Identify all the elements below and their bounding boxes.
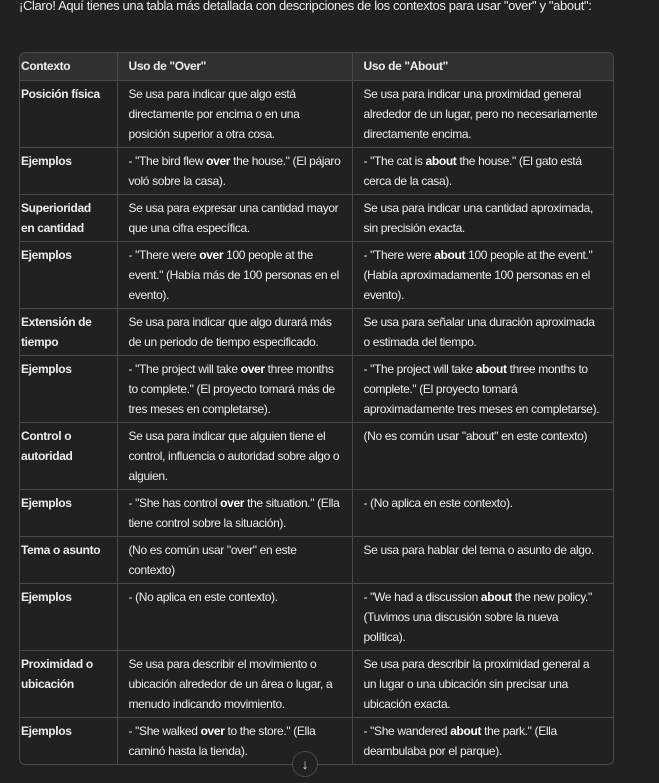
cell-about: - "There were about 100 people at the ev… (351, 241, 613, 309)
cell-about: Se usa para indicar una cantidad aproxim… (351, 194, 613, 242)
cell-over: Se usa para describir el movimiento o ub… (116, 650, 353, 718)
cell-over: Se usa para indicar que algo está direct… (116, 80, 353, 148)
cell-about: Se usa para hablar del tema o asunto de … (351, 536, 613, 584)
keyword-over: over (240, 362, 265, 376)
cell-context: Ejemplos (20, 489, 118, 537)
keyword-about: about (450, 724, 482, 738)
cell-over: Se usa para indicar que alguien tiene el… (116, 422, 353, 490)
cell-context: Ejemplos (20, 583, 118, 651)
cell-about: - "The project will take about three mon… (351, 355, 613, 423)
table-row: Ejemplos - "The project will take over th… (20, 355, 613, 423)
example-text: - "The cat is (363, 154, 426, 168)
keyword-about: about (434, 248, 466, 262)
table-row: Ejemplos - "There were over 100 people at… (20, 241, 613, 309)
example-text: - "The project will take (363, 362, 476, 376)
table-header-row: Contexto Uso de "Over" Uso de "About" (20, 53, 613, 81)
cell-context: Posición física (20, 80, 118, 148)
cell-context: Ejemplos (20, 355, 118, 423)
example-text: - "There were (128, 248, 200, 262)
cell-context: Superioridad en cantidad (20, 194, 118, 242)
cell-over: - (No aplica en este contexto). (116, 583, 353, 651)
example-text: - "The bird flew (128, 154, 207, 168)
keyword-over: over (200, 724, 225, 738)
arrow-down-icon: ↓ (301, 756, 309, 772)
keyword-about: about (475, 362, 507, 376)
example-text: to the store." (Ella caminó hasta la tie… (128, 724, 316, 758)
cell-context: Ejemplos (20, 147, 118, 195)
comparison-table: Contexto Uso de "Over" Uso de "About" Po… (19, 52, 614, 765)
cell-about: - "We had a discussion about the new pol… (351, 583, 613, 651)
example-text: the new policy." (Tuvimos una discusión … (363, 590, 593, 644)
example-text: the house." (El pájaro voló sobre la cas… (128, 154, 341, 188)
cell-about: - (No aplica en este contexto). (351, 489, 613, 537)
scroll-down-button[interactable]: ↓ (292, 751, 318, 777)
cell-about: - "She wandered about the park." (Ella d… (351, 717, 613, 764)
keyword-over: over (199, 248, 224, 262)
cell-context: Control o autoridad (20, 422, 118, 490)
cell-context: Ejemplos (20, 241, 118, 309)
example-text: - "There were (363, 248, 435, 262)
cell-over: - "The bird flew over the house." (El pá… (116, 147, 353, 195)
example-text: the park." (Ella deambulaba por el parqu… (363, 724, 558, 758)
cell-context: Ejemplos (20, 717, 118, 764)
cell-over: Se usa para indicar que algo durará más … (116, 308, 353, 356)
cell-about: - "The cat is about the house." (El gato… (351, 147, 613, 195)
cell-over: - "The project will take over three mont… (116, 355, 353, 423)
cell-over: - "She has control over the situation." … (116, 489, 353, 537)
example-text: - "The project will take (128, 362, 241, 376)
example-text: - "She walked (128, 724, 201, 738)
table-row: Ejemplos - (No aplica en este contexto). -… (20, 583, 613, 651)
cell-over: - "There were over 100 people at the eve… (116, 241, 353, 309)
cell-over: Se usa para expresar una cantidad mayor … (116, 194, 353, 242)
intro-text: ¡Claro! Aquí tienes una tabla más detall… (19, 0, 592, 13)
example-text: the house." (El gato está cerca de la ca… (363, 154, 583, 188)
header-over: Uso de "Over" (116, 53, 353, 81)
example-text: - "She wandered (363, 724, 451, 738)
cell-about: (No es común usar "about" en este contex… (351, 422, 613, 490)
table-row: Ejemplos - "She walked over to the store.… (20, 717, 613, 764)
example-text: three months to complete." (El proyecto … (363, 362, 600, 416)
example-text: 100 people at the event." (Había aproxim… (363, 248, 593, 302)
cell-context: Extensión de tiempo (20, 308, 118, 356)
table-row: Proximidad o ubicación Se usa para descri… (20, 650, 613, 718)
cell-about: Se usa para describir la proximidad gene… (351, 650, 613, 718)
cell-context: Tema o asunto (20, 536, 118, 584)
table-row: Tema o asunto (No es común usar "over" en… (20, 536, 613, 584)
keyword-over: over (206, 154, 231, 168)
keyword-about: about (480, 590, 512, 604)
cell-over: - "She walked over to the store." (Ella … (116, 717, 353, 764)
cell-about: Se usa para señalar una duración aproxim… (351, 308, 613, 356)
table-body: Posición física Se usa para indicar que a… (20, 80, 613, 764)
table-row: Ejemplos - "The bird flew over the house.… (20, 147, 613, 195)
example-text: three months to complete." (El proyecto … (128, 362, 336, 416)
table-row: Superioridad en cantidad Se usa para expr… (20, 194, 613, 242)
keyword-about: about (425, 154, 457, 168)
keyword-over: over (220, 496, 245, 510)
table-row: Extensión de tiempo Se usa para indicar q… (20, 308, 613, 356)
table-row: Control o autoridad Se usa para indicar q… (20, 422, 613, 490)
cell-over: (No es común usar "over" en este context… (116, 536, 353, 584)
example-text: the situation." (Ella tiene control sobr… (128, 496, 340, 530)
example-text: - "We had a discussion (363, 590, 481, 604)
header-about: Uso de "About" (351, 53, 613, 81)
example-text: - "She has control (128, 496, 221, 510)
table-row: Ejemplos - "She has control over the situ… (20, 489, 613, 537)
cell-context: Proximidad o ubicación (20, 650, 118, 718)
cell-about: Se usa para indicar una proximidad gener… (351, 80, 613, 148)
example-text: 100 people at the event." (Había más de … (128, 248, 340, 302)
table-row: Posición física Se usa para indicar que a… (20, 80, 613, 148)
header-context: Contexto (20, 53, 118, 81)
